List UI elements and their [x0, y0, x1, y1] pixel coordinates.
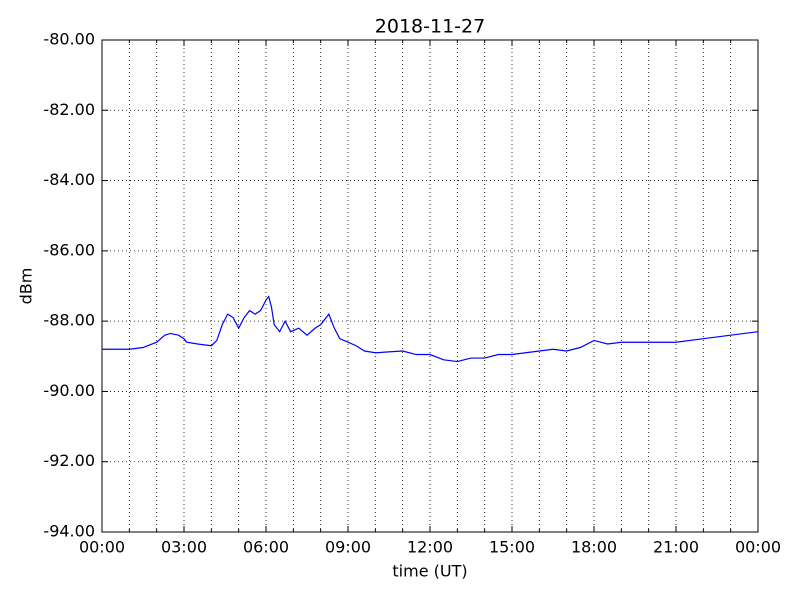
- y-tick-label: -84.00: [43, 170, 95, 189]
- y-axis-label: dBm: [17, 268, 36, 305]
- x-tick-label: 00:00: [79, 538, 125, 557]
- y-tick-label: -92.00: [43, 451, 95, 470]
- y-tick-label: -88.00: [43, 311, 95, 330]
- plot-frame: [101, 39, 759, 533]
- y-tick-label: -94.00: [43, 522, 95, 541]
- x-tick-label: 18:00: [571, 538, 617, 557]
- y-tick-label: -80.00: [43, 30, 95, 49]
- x-tick-label: 06:00: [243, 538, 289, 557]
- x-tick-label: 15:00: [489, 538, 535, 557]
- x-tick-label: 03:00: [161, 538, 207, 557]
- chart-title: 2018-11-27: [375, 16, 485, 38]
- y-tick-label: -90.00: [43, 381, 95, 400]
- ticks: -94.00 -92.00 -90.00 -88.00 -86.00 -84.00 -82.…: [43, 30, 781, 557]
- x-tick-label: 00:00: [735, 538, 781, 557]
- y-tick-label: -82.00: [43, 100, 95, 119]
- y-tick-label: -86.00: [43, 240, 95, 259]
- x-tick-label: 21:00: [653, 538, 699, 557]
- plot: [102, 295, 759, 363]
- x-tick-label: 09:00: [325, 538, 371, 557]
- x-axis-label: time (UT): [392, 562, 467, 581]
- x-tick-label: 12:00: [407, 538, 453, 557]
- series-line: [102, 295, 759, 363]
- grid: [101, 39, 759, 533]
